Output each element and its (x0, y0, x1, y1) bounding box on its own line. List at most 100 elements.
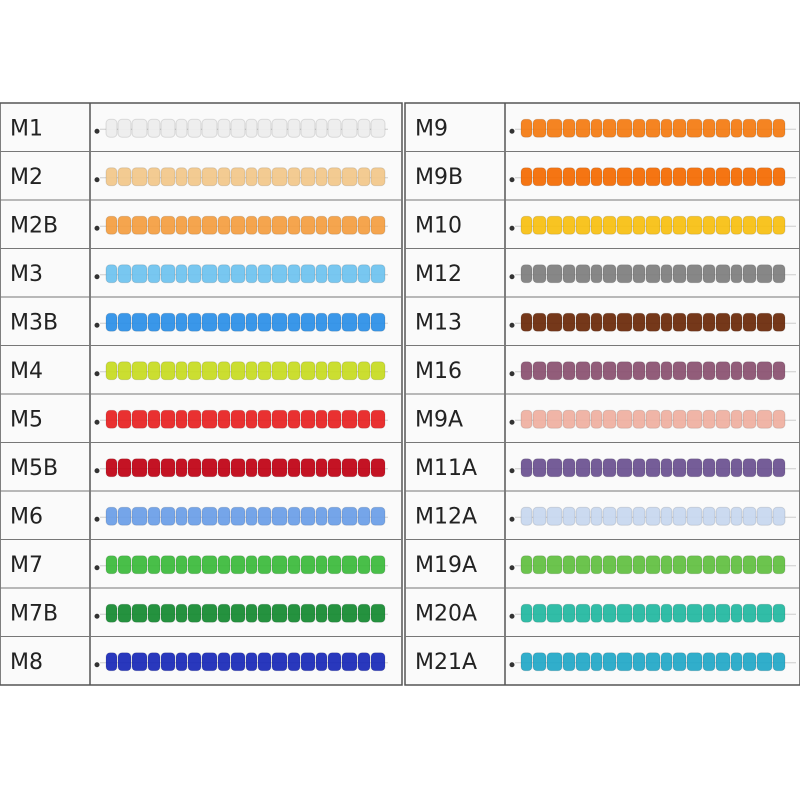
bead (117, 506, 132, 526)
bead (686, 506, 703, 526)
bead (632, 409, 646, 429)
bead (327, 458, 342, 478)
color-code: M21A (415, 650, 477, 675)
bead (357, 167, 371, 187)
bead (715, 409, 731, 429)
bead (715, 555, 731, 575)
bead (602, 118, 617, 138)
bead (187, 312, 202, 332)
bead (370, 458, 386, 478)
color-code: M3 (10, 262, 43, 287)
bead (187, 458, 202, 478)
bead (147, 312, 161, 332)
bead (742, 167, 757, 187)
bead (245, 167, 258, 187)
bead (147, 652, 161, 672)
bead (772, 652, 786, 672)
bead (147, 118, 161, 138)
bead (327, 555, 342, 575)
bead (686, 652, 703, 672)
bead (772, 506, 786, 526)
bead (602, 409, 617, 429)
bead (287, 167, 301, 187)
bead (756, 118, 773, 138)
bead (590, 506, 603, 526)
bead (315, 118, 328, 138)
bead (271, 215, 288, 235)
bead (257, 118, 272, 138)
bead (686, 264, 703, 284)
bead (520, 167, 533, 187)
bead (602, 264, 617, 284)
bead (230, 361, 246, 381)
bead (742, 312, 757, 332)
bead (315, 264, 328, 284)
bead (742, 361, 757, 381)
bead (257, 458, 272, 478)
bead (575, 118, 591, 138)
string-knot (94, 371, 100, 377)
bead (370, 506, 386, 526)
bead (730, 603, 743, 623)
bead (575, 506, 591, 526)
bead (105, 603, 118, 623)
bead (327, 118, 342, 138)
bead (660, 312, 673, 332)
color-code: M7B (10, 601, 58, 626)
bead (756, 603, 773, 623)
bead (217, 409, 231, 429)
bead (131, 458, 148, 478)
bead (645, 506, 661, 526)
bead (602, 506, 617, 526)
bead (772, 361, 786, 381)
bead (287, 458, 301, 478)
bead (175, 264, 188, 284)
bead (632, 312, 646, 332)
bead (315, 361, 328, 381)
bead (300, 312, 316, 332)
bead (147, 603, 161, 623)
bead (201, 652, 218, 672)
bead (300, 458, 316, 478)
bead (327, 652, 342, 672)
bead (245, 652, 258, 672)
bead-strand (515, 118, 796, 138)
string-knot (94, 419, 100, 425)
bead (287, 555, 301, 575)
bead (532, 652, 547, 672)
bead (187, 555, 202, 575)
bead (341, 409, 358, 429)
bead (702, 409, 716, 429)
bead (602, 361, 617, 381)
bead (772, 409, 786, 429)
bead (645, 167, 661, 187)
bead (575, 603, 591, 623)
bead (175, 555, 188, 575)
bead (575, 361, 591, 381)
bead (562, 361, 576, 381)
string-knot (94, 225, 100, 231)
bead (546, 264, 563, 284)
bead (357, 506, 371, 526)
bead (300, 652, 316, 672)
bead (245, 506, 258, 526)
bead (715, 264, 731, 284)
bead (772, 215, 786, 235)
color-code: M3B (10, 310, 58, 335)
bead-strand (100, 409, 388, 429)
bead (105, 118, 118, 138)
bead (175, 312, 188, 332)
bead (562, 458, 576, 478)
color-code: M5B (10, 456, 58, 481)
bead (257, 312, 272, 332)
string-knot (94, 128, 100, 134)
bead (616, 603, 633, 623)
bead (742, 603, 757, 623)
bead (147, 215, 161, 235)
bead (632, 215, 646, 235)
bead (257, 167, 272, 187)
bead (575, 215, 591, 235)
bead (201, 506, 218, 526)
bead (287, 506, 301, 526)
bead (245, 555, 258, 575)
